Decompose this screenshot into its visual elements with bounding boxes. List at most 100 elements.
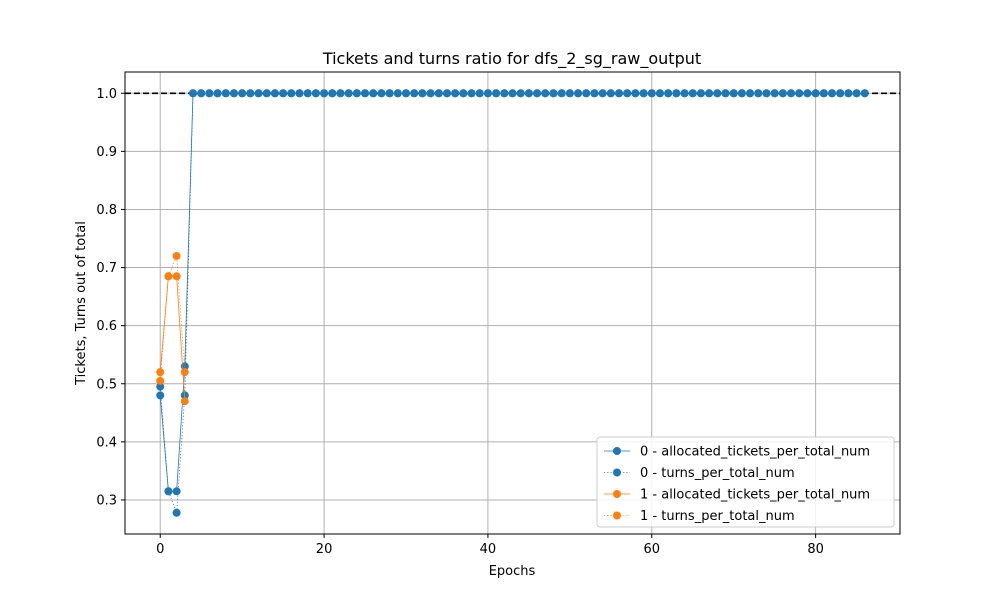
data-point xyxy=(467,89,476,98)
data-point xyxy=(180,397,189,406)
data-point xyxy=(320,89,329,98)
data-point xyxy=(721,89,730,98)
data-point xyxy=(451,89,460,98)
data-point xyxy=(172,508,181,517)
x-ticks: 0 20 40 60 80 xyxy=(156,534,824,557)
x-tick-label: 0 xyxy=(156,542,164,557)
data-point xyxy=(713,89,722,98)
data-point xyxy=(287,89,296,98)
data-point xyxy=(500,89,509,98)
data-point xyxy=(762,89,771,98)
data-point xyxy=(860,89,869,98)
y-tick-label: 0.8 xyxy=(96,203,117,218)
data-point xyxy=(180,368,189,377)
data-point xyxy=(279,89,288,98)
data-point xyxy=(664,89,673,98)
data-point xyxy=(262,89,271,98)
data-point xyxy=(631,89,640,98)
data-point xyxy=(156,376,165,385)
data-point xyxy=(229,89,238,98)
legend-box xyxy=(596,436,895,528)
data-point xyxy=(156,391,165,400)
data-point xyxy=(336,89,345,98)
data-point xyxy=(696,89,705,98)
data-point xyxy=(213,89,222,98)
data-point xyxy=(164,272,173,281)
data-point xyxy=(377,89,386,98)
data-point xyxy=(647,89,656,98)
data-point xyxy=(508,89,517,98)
data-point xyxy=(828,89,836,98)
data-point xyxy=(844,89,853,98)
data-point xyxy=(574,89,583,98)
data-point xyxy=(582,89,591,98)
series-layer xyxy=(156,89,869,517)
data-point xyxy=(328,89,337,98)
data-point xyxy=(516,89,525,98)
data-point xyxy=(295,89,304,98)
data-point xyxy=(303,89,312,98)
data-point xyxy=(418,89,427,98)
data-point xyxy=(254,89,263,98)
data-point xyxy=(361,89,370,98)
data-point xyxy=(606,89,615,98)
data-point xyxy=(770,89,779,98)
series-1 xyxy=(156,89,869,517)
y-tick-label: 0.4 xyxy=(96,435,117,450)
data-point xyxy=(246,89,255,98)
legend-item: 1 - allocated_tickets_per_total_num xyxy=(604,488,870,503)
data-point xyxy=(787,89,796,98)
data-point xyxy=(778,89,787,98)
data-point xyxy=(426,89,435,98)
data-point xyxy=(410,89,419,98)
data-point xyxy=(172,487,181,496)
y-ticks: 0.3 0.4 0.5 0.6 0.7 0.8 0.9 1.0 xyxy=(96,87,125,508)
data-point xyxy=(623,89,632,98)
series-3 xyxy=(156,251,189,385)
data-point xyxy=(344,89,353,98)
data-point xyxy=(221,89,230,98)
legend-marker xyxy=(613,447,621,455)
data-point xyxy=(393,89,402,98)
y-tick-label: 0.9 xyxy=(96,145,117,160)
data-point xyxy=(492,89,501,98)
data-point xyxy=(729,89,738,98)
y-tick-label: 0.7 xyxy=(96,261,117,276)
y-tick-label: 0.3 xyxy=(96,493,117,508)
data-point xyxy=(541,89,550,98)
data-point xyxy=(688,89,697,98)
data-point xyxy=(369,89,378,98)
data-point xyxy=(754,89,763,98)
data-point xyxy=(803,89,812,98)
data-point xyxy=(615,89,623,98)
data-point xyxy=(402,89,410,98)
y-tick-label: 0.5 xyxy=(96,377,117,392)
data-point xyxy=(598,89,607,98)
x-tick-label: 80 xyxy=(807,542,824,557)
data-point xyxy=(270,89,279,98)
data-point xyxy=(238,89,247,98)
data-point xyxy=(524,89,533,98)
data-point xyxy=(557,89,566,98)
legend-label: 0 - turns_per_total_num xyxy=(640,466,795,481)
data-point xyxy=(819,89,828,98)
legend-label: 0 - allocated_tickets_per_total_num xyxy=(640,445,870,460)
x-tick-label: 40 xyxy=(480,542,497,557)
data-point xyxy=(172,272,181,281)
data-point xyxy=(311,89,320,98)
legend-marker xyxy=(613,490,621,498)
legend-item: 0 - turns_per_total_num xyxy=(604,466,795,481)
data-point xyxy=(705,89,714,98)
legend-label: 1 - allocated_tickets_per_total_num xyxy=(640,488,870,503)
legend-item: 0 - allocated_tickets_per_total_num xyxy=(604,445,870,460)
data-point xyxy=(680,89,689,98)
data-point xyxy=(565,89,574,98)
legend-label: 1 - turns_per_total_num xyxy=(640,509,795,524)
data-point xyxy=(156,368,165,377)
data-point xyxy=(639,89,648,98)
data-point xyxy=(852,89,861,98)
data-point xyxy=(483,89,492,98)
data-point xyxy=(442,89,451,98)
data-point xyxy=(811,89,820,98)
